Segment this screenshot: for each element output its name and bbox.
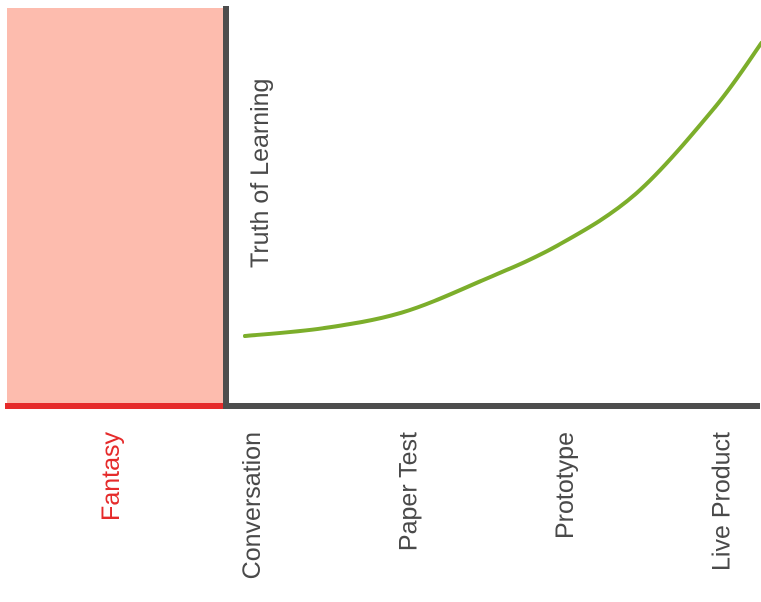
x-tick-labels: Conversation Paper Test Prototype Live Prod… bbox=[238, 432, 736, 579]
x-tick-label: Live Product bbox=[708, 432, 736, 571]
truth-curve-line bbox=[243, 41, 761, 338]
fantasy-region bbox=[7, 8, 225, 406]
x-tick-label: Paper Test bbox=[395, 432, 423, 551]
y-axis-label: Truth of Learning bbox=[246, 79, 274, 268]
fantasy-label: Fantasy bbox=[97, 432, 125, 521]
x-tick-label: Prototype bbox=[551, 432, 579, 539]
x-tick-label: Conversation bbox=[238, 432, 266, 579]
